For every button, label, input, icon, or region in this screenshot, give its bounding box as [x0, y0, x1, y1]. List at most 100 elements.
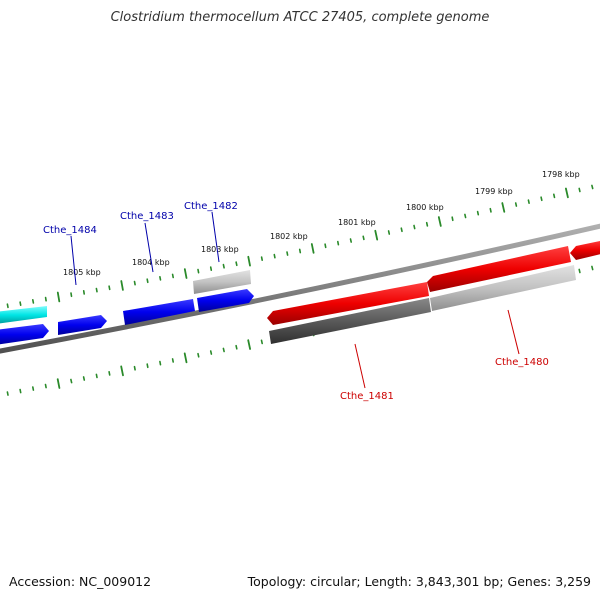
gene-arrow-cthe-1484[interactable] — [58, 315, 107, 335]
inner-tick — [6, 391, 9, 396]
footer-summary: Topology: circular; Length: 3,843,301 bp… — [247, 574, 591, 589]
inner-tick — [235, 344, 238, 350]
outer-tick — [120, 280, 124, 291]
outer-tick — [400, 227, 403, 233]
kbp-label-1805: 1805 kbp — [63, 268, 101, 277]
inner-tick — [578, 268, 581, 274]
gene-arrow-cthe-1482[interactable] — [197, 289, 254, 312]
kbp-label-1801: 1801 kbp — [338, 218, 376, 227]
outer-tick — [171, 273, 174, 279]
inner-tick — [44, 383, 47, 389]
gene-arrow-cyan[interactable] — [0, 306, 47, 324]
outer-tick — [437, 216, 442, 227]
inner-tick — [159, 360, 162, 366]
gene-arrow-gray-upper[interactable] — [193, 270, 251, 294]
gene-arrow-cthe-1481[interactable] — [267, 282, 429, 325]
kbp-label-1798: 1798 kbp — [542, 170, 580, 179]
leader-line-cthe-1484 — [70, 235, 77, 286]
gene-label-cthe-1483[interactable]: Cthe_1483 — [120, 211, 174, 222]
inner-tick — [19, 388, 22, 394]
map-title: Clostridium thermocellum ATCC 27405, com… — [110, 10, 490, 25]
inner-tick — [209, 350, 213, 355]
outer-tick — [552, 193, 556, 199]
gene-arrow-cthe-1483[interactable] — [123, 299, 195, 325]
gene-arrow-cthe-1480[interactable] — [427, 246, 571, 292]
kbp-label-1803: 1803 kbp — [201, 245, 239, 254]
outer-tick — [578, 187, 581, 193]
kbp-label-1802: 1802 kbp — [270, 232, 308, 241]
outer-tick — [336, 240, 340, 246]
outer-tick — [183, 268, 188, 279]
outer-tick — [31, 298, 35, 304]
outer-tick — [247, 255, 251, 267]
leader-line-cthe-1480 — [507, 309, 520, 355]
outer-tick — [362, 235, 365, 241]
kbp-label-1799: 1799 kbp — [475, 187, 513, 196]
leader-line-cthe-1482 — [211, 211, 220, 263]
outer-tick — [209, 266, 213, 272]
outer-tick — [298, 248, 302, 254]
outer-tick — [197, 268, 200, 274]
inner-tick — [591, 265, 594, 271]
outer-tick — [501, 202, 506, 213]
inner-tick — [146, 363, 149, 369]
outer-tick — [260, 256, 264, 262]
outer-tick — [591, 184, 594, 190]
kbp-label-1800: 1800 kbp — [406, 203, 444, 212]
inner-tick — [70, 378, 73, 384]
kbp-tick-track-outer — [6, 184, 594, 309]
gene-label-cthe-1480[interactable]: Cthe_1480 — [495, 357, 549, 368]
inner-tick — [133, 365, 136, 371]
inner-tick — [56, 378, 61, 389]
inner-tick — [120, 365, 124, 377]
outer-tick — [146, 278, 149, 284]
inner-tick — [183, 352, 188, 364]
outer-tick — [476, 210, 480, 216]
outer-tick — [235, 261, 238, 267]
gene-label-cthe-1481[interactable]: Cthe_1481 — [340, 391, 394, 402]
leader-line-cthe-1481 — [354, 343, 366, 389]
outer-tick — [273, 253, 276, 259]
outer-tick — [349, 238, 353, 243]
inner-tick — [108, 370, 111, 376]
outer-tick — [451, 216, 454, 222]
gene-label-cthe-1484[interactable]: Cthe_1484 — [43, 225, 97, 236]
outer-tick — [565, 187, 569, 199]
outer-tick — [514, 202, 518, 207]
outer-tick — [159, 275, 162, 281]
outer-tick — [56, 291, 61, 303]
outer-tick — [425, 221, 429, 227]
outer-tick — [222, 263, 225, 269]
outer-tick — [70, 292, 73, 298]
gene-label-cthe-1482[interactable]: Cthe_1482 — [184, 201, 238, 212]
gene-arrow-gray-light-right[interactable] — [430, 265, 576, 311]
outer-tick — [413, 224, 416, 230]
outer-tick — [19, 301, 22, 307]
gene-arrow-red-right[interactable] — [570, 240, 600, 260]
gene-arrow-gray-dark[interactable] — [269, 298, 431, 344]
gene-arrow-blue-left[interactable] — [0, 324, 49, 345]
inner-tick — [82, 376, 86, 381]
outer-tick — [133, 280, 136, 286]
outer-tick — [310, 243, 315, 254]
inner-tick — [31, 386, 35, 391]
footer-accession: Accession: NC_009012 — [9, 574, 152, 589]
inner-tick — [260, 339, 264, 345]
genome-backbone — [0, 223, 600, 354]
inner-tick — [95, 373, 98, 379]
outer-tick — [108, 285, 111, 291]
outer-tick — [286, 251, 289, 256]
outer-tick — [464, 213, 467, 219]
inner-tick — [247, 339, 252, 350]
outer-tick — [44, 296, 47, 302]
outer-tick — [489, 207, 492, 213]
outer-tick — [95, 287, 98, 293]
outer-tick — [374, 229, 379, 241]
leader-line-cthe-1483 — [144, 222, 154, 273]
outer-tick — [82, 289, 85, 295]
outer-tick — [540, 196, 543, 202]
outer-tick — [387, 230, 391, 235]
outer-tick — [527, 199, 530, 204]
inner-tick — [171, 358, 174, 363]
